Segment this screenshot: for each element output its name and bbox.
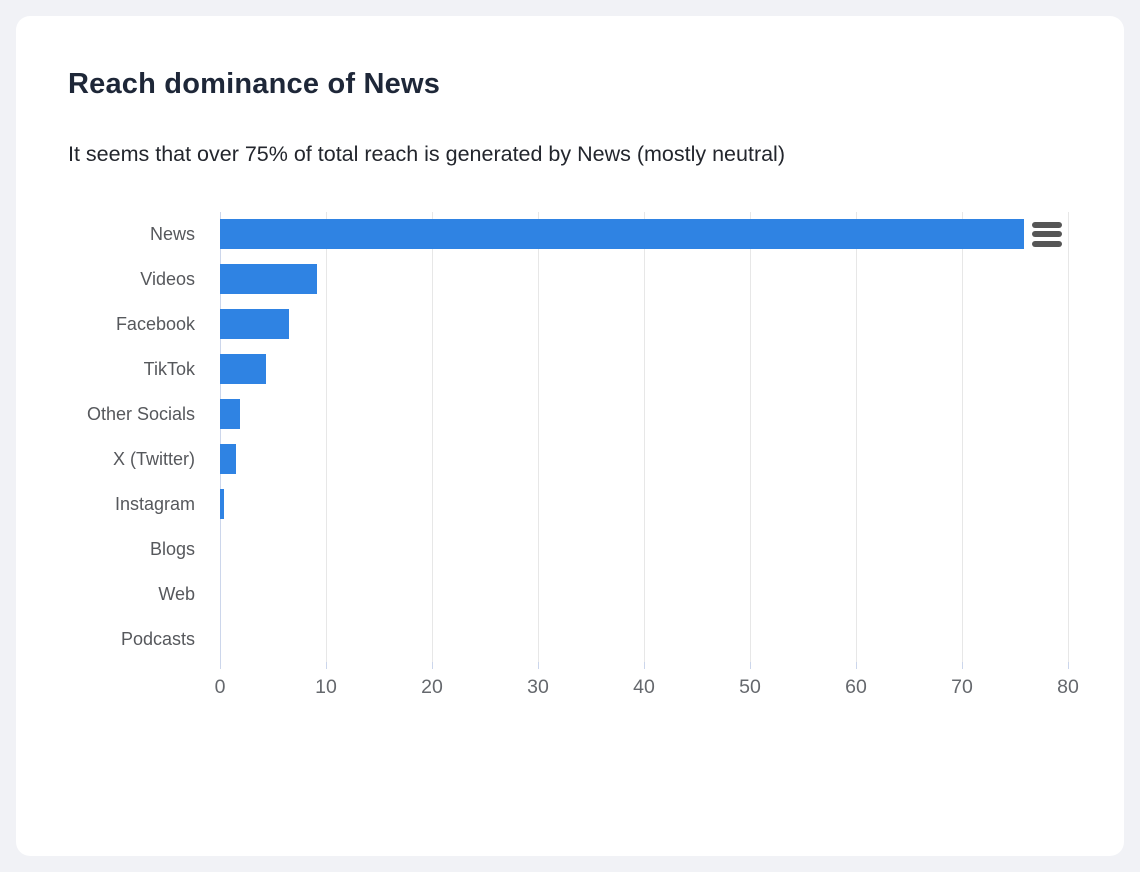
gridline bbox=[538, 212, 539, 662]
category-label: Facebook bbox=[115, 314, 195, 334]
bar[interactable] bbox=[220, 444, 236, 474]
bar-row bbox=[220, 617, 1068, 662]
tick-label: 10 bbox=[315, 676, 337, 698]
plot-area bbox=[220, 212, 1069, 669]
gridline bbox=[326, 212, 327, 662]
axis-tick bbox=[326, 662, 327, 669]
category-label: News bbox=[149, 224, 195, 244]
category-label: Instagram bbox=[114, 494, 195, 514]
bar[interactable] bbox=[220, 219, 1024, 249]
bar-row bbox=[220, 347, 1068, 392]
gridline bbox=[1068, 212, 1069, 662]
category-label: Blogs bbox=[149, 539, 195, 559]
tick-label: 60 bbox=[845, 676, 867, 698]
axis-tick bbox=[856, 662, 857, 669]
tick-label: 30 bbox=[527, 676, 549, 698]
axis-tick bbox=[220, 662, 221, 669]
category-label: Other Socials bbox=[86, 404, 195, 424]
category-label: X (Twitter) bbox=[112, 449, 195, 469]
tick-label: 80 bbox=[1057, 676, 1079, 698]
axis-tick bbox=[962, 662, 963, 669]
chart-title: Reach dominance of News bbox=[68, 68, 441, 100]
bar-row bbox=[220, 527, 1068, 572]
gridline bbox=[644, 212, 645, 662]
value-axis-labels: 0 10 20 30 40 50 60 70 80 bbox=[215, 676, 1079, 702]
bar-row bbox=[220, 212, 1068, 257]
bar-row bbox=[220, 482, 1068, 527]
bar-row bbox=[220, 257, 1068, 302]
bar-row bbox=[220, 392, 1068, 437]
bar[interactable] bbox=[220, 399, 241, 429]
tick-label: 70 bbox=[951, 676, 973, 698]
bar[interactable] bbox=[220, 354, 266, 384]
category-label: Web bbox=[158, 584, 195, 604]
hamburger-bar bbox=[1032, 240, 1062, 247]
axis-tick bbox=[538, 662, 539, 669]
bar[interactable] bbox=[220, 489, 225, 519]
bar-row bbox=[220, 437, 1068, 482]
category-label: Videos bbox=[140, 269, 195, 289]
chart-context-menu-button[interactable] bbox=[1030, 220, 1064, 248]
tick-label: 40 bbox=[633, 676, 655, 698]
gridline bbox=[962, 212, 963, 662]
chart-subtitle: It seems that over 75% of total reach is… bbox=[68, 142, 785, 166]
bar[interactable] bbox=[220, 309, 289, 339]
chart-card: Reach dominance of News It seems that ov… bbox=[16, 16, 1124, 856]
tick-label: 0 bbox=[214, 676, 226, 698]
tick-label: 50 bbox=[739, 676, 761, 698]
hamburger-bar bbox=[1032, 231, 1062, 237]
category-label: Podcasts bbox=[120, 629, 195, 649]
bar-row bbox=[220, 302, 1068, 347]
bar-row bbox=[220, 572, 1068, 617]
axis-tick bbox=[750, 662, 751, 669]
tick-label: 20 bbox=[421, 676, 443, 698]
category-axis-line bbox=[220, 212, 221, 662]
category-axis-labels: News Videos Facebook TikTok Other Socials X (… bbox=[16, 212, 195, 662]
category-label: TikTok bbox=[143, 359, 195, 379]
bar[interactable] bbox=[220, 264, 317, 294]
axis-tick bbox=[1068, 662, 1069, 669]
axis-tick bbox=[432, 662, 433, 669]
gridline bbox=[432, 212, 433, 662]
gridline bbox=[750, 212, 751, 662]
gridline bbox=[856, 212, 857, 662]
axis-tick bbox=[644, 662, 645, 669]
hamburger-bar bbox=[1032, 221, 1062, 228]
